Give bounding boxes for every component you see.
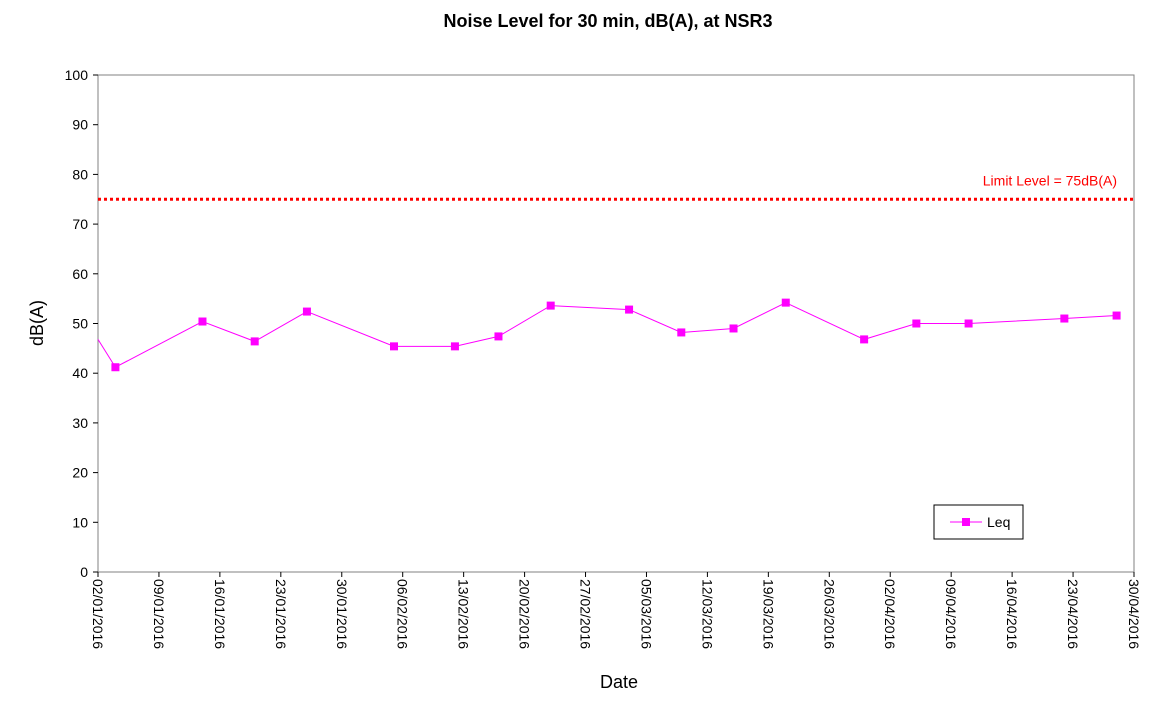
data-point-leq-13: [912, 319, 921, 328]
x-tick-label-5: 06/02/2016: [395, 579, 411, 649]
data-point-leq-11: [781, 298, 790, 307]
x-tick-label-16: 23/04/2016: [1065, 579, 1081, 649]
x-tick-label-11: 19/03/2016: [760, 579, 776, 649]
y-tick-label-50: 50: [72, 316, 88, 332]
x-tick-label-15: 16/04/2016: [1004, 579, 1020, 649]
x-tick-label-17: 30/04/2016: [1126, 579, 1142, 649]
data-point-leq-14: [964, 319, 973, 328]
data-point-leq-16: [1112, 311, 1121, 320]
data-point-leq-12: [860, 335, 869, 344]
x-tick-label-3: 23/01/2016: [273, 579, 289, 649]
data-point-leq-4: [390, 342, 398, 351]
y-tick-label-60: 60: [72, 266, 88, 282]
x-tick-label-9: 05/03/2016: [638, 579, 654, 649]
y-tick-label-40: 40: [72, 365, 88, 381]
legend-entry-leq: Leq: [987, 514, 1010, 530]
y-tick-label-20: 20: [72, 465, 88, 481]
x-axis-ticks: 02/01/2016 09/01/2016 16/01/2016 23/01/2016…: [90, 572, 1142, 649]
chart-title: Noise Level for 30 min, dB(A), at NSR3: [443, 11, 772, 31]
x-tick-label-4: 30/01/2016: [334, 579, 350, 649]
x-tick-label-6: 13/02/2016: [456, 579, 472, 649]
x-tick-label-7: 20/02/2016: [517, 579, 533, 649]
x-tick-label-12: 26/03/2016: [821, 579, 837, 649]
y-axis-ticks: 0 10 20 30 40 50 60 70 80 90 100: [65, 67, 98, 580]
y-tick-label-10: 10: [72, 514, 88, 530]
limit-level: Limit Level = 75dB(A): [98, 172, 1134, 201]
x-tick-label-10: 12/03/2016: [699, 579, 715, 649]
data-point-leq-7: [546, 301, 555, 310]
data-point-leq-6: [494, 332, 503, 341]
y-tick-label-80: 80: [72, 166, 88, 182]
y-axis-label: dB(A): [27, 300, 47, 346]
x-tick-label-13: 02/04/2016: [882, 579, 898, 649]
data-point-leq-10: [729, 324, 738, 333]
x-tick-label-2: 16/01/2016: [212, 579, 228, 649]
plot-area-frame: [97, 74, 1135, 573]
data-point-leq-3: [302, 307, 311, 316]
data-point-leq-5: [450, 342, 459, 351]
series-line-leq: [115, 302, 1117, 368]
data-point-leq-8: [625, 305, 634, 314]
x-tick-label-8: 27/02/2016: [578, 579, 594, 649]
y-tick-label-70: 70: [72, 216, 88, 232]
legend-marker-sample: [962, 518, 970, 526]
x-tick-label-14: 09/04/2016: [943, 579, 959, 649]
legend: Leq: [933, 504, 1024, 540]
y-tick-label-100: 100: [65, 67, 89, 83]
series-line-leq-lead-in: [97, 339, 116, 368]
x-tick-label-0: 02/01/2016: [90, 579, 106, 649]
x-axis-label: Date: [600, 672, 638, 692]
y-tick-label-30: 30: [72, 415, 88, 431]
x-tick-label-1: 09/01/2016: [151, 579, 167, 649]
data-point-leq-2: [250, 337, 259, 346]
data-point-leq-9: [677, 328, 686, 337]
y-tick-label-90: 90: [72, 117, 88, 133]
leq-series: [97, 298, 1121, 372]
limit-level-label: Limit Level = 75dB(A): [983, 172, 1117, 188]
data-point-leq-15: [1060, 314, 1069, 323]
data-point-leq-1: [198, 317, 207, 326]
y-tick-label-0: 0: [80, 564, 88, 580]
